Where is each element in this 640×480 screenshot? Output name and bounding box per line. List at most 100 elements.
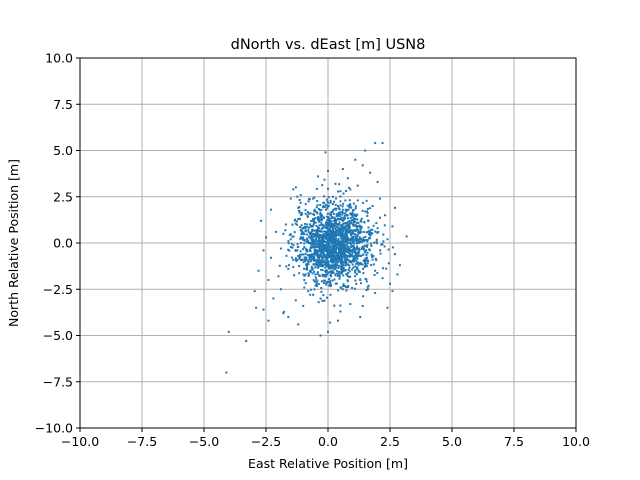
core-point-1577 — [341, 265, 344, 268]
core-point-812 — [337, 248, 340, 251]
core-point-1499 — [306, 239, 309, 242]
core-point-1693 — [348, 249, 351, 252]
core-point-1338 — [323, 263, 326, 266]
core-point-1249 — [329, 285, 332, 288]
core-point-1294 — [355, 282, 358, 285]
core-point-1166 — [351, 219, 354, 222]
data-point-0-53 — [277, 275, 280, 278]
core-point-1382 — [321, 223, 324, 226]
core-point-563 — [343, 245, 346, 248]
core-point-901 — [310, 243, 313, 246]
core-point-1626 — [334, 251, 336, 254]
core-point-619 — [353, 260, 356, 263]
core-point-167 — [356, 266, 359, 269]
data-point-0-42 — [376, 227, 379, 230]
core-point-1207 — [348, 247, 351, 250]
data-point-0-114 — [339, 310, 342, 313]
core-point-1494 — [317, 250, 320, 253]
data-point-0-100 — [287, 316, 290, 318]
core-point-1151 — [302, 238, 305, 241]
core-point-1407 — [354, 205, 357, 208]
core-point-991 — [335, 233, 338, 236]
core-point-1466 — [348, 264, 351, 267]
core-point-214 — [316, 280, 319, 283]
core-point-495 — [346, 275, 349, 278]
core-point-1262 — [362, 247, 365, 250]
core-point-390 — [312, 213, 315, 216]
core-point-1659 — [319, 244, 322, 247]
core-point-1353 — [329, 201, 332, 204]
core-point-687 — [322, 245, 325, 248]
core-point-958 — [341, 213, 344, 216]
core-point-364 — [356, 247, 359, 250]
core-point-1093 — [304, 247, 307, 250]
core-point-1038 — [366, 240, 369, 243]
data-point-0-102 — [359, 316, 362, 318]
core-point-1555 — [326, 253, 329, 256]
core-point-712 — [287, 264, 290, 267]
data-point-0-104 — [257, 269, 260, 272]
core-point-929 — [340, 258, 343, 261]
core-point-1324 — [334, 263, 337, 266]
core-point-1298 — [342, 243, 345, 246]
core-point-1579 — [305, 258, 308, 261]
dense-core-0 — [253, 178, 408, 324]
core-point-1416 — [315, 206, 318, 209]
core-point-661 — [329, 280, 332, 283]
core-point-664 — [382, 233, 385, 236]
core-point-1616 — [304, 223, 307, 226]
core-point-283 — [313, 255, 316, 258]
core-point-1217 — [311, 233, 314, 236]
core-point-1403 — [352, 246, 355, 249]
core-point-1224 — [371, 255, 374, 258]
core-point-1230 — [337, 226, 340, 229]
core-point-1145 — [301, 258, 304, 261]
core-point-1657 — [329, 246, 332, 249]
core-point-1063 — [300, 229, 303, 232]
core-point-1684 — [329, 267, 332, 270]
core-point-1607 — [318, 264, 321, 267]
core-point-965 — [322, 235, 325, 238]
core-point-858 — [306, 233, 309, 236]
core-point-841 — [304, 282, 307, 285]
core-point-930 — [316, 254, 319, 257]
core-point-1305 — [298, 211, 301, 214]
core-point-1334 — [323, 274, 326, 277]
core-point-464 — [309, 225, 312, 228]
x-tick-label-7: 7.5 — [504, 434, 524, 449]
core-point-1419 — [329, 199, 332, 202]
data-point-0-116 — [322, 264, 325, 267]
core-point-635 — [303, 279, 306, 282]
core-point-1530 — [311, 225, 314, 228]
core-point-919 — [356, 261, 359, 264]
data-point-0-20 — [304, 253, 307, 256]
core-point-53 — [365, 199, 368, 202]
core-point-794 — [327, 220, 330, 222]
core-point-465 — [321, 230, 324, 233]
core-point-469 — [335, 229, 338, 232]
core-point-996 — [341, 211, 344, 213]
core-point-542 — [373, 273, 376, 276]
core-point-843 — [324, 208, 327, 211]
core-point-859 — [342, 264, 345, 267]
data-point-0-70 — [319, 297, 322, 300]
core-point-1615 — [310, 238, 313, 241]
core-point-345 — [298, 198, 301, 201]
core-point-1157 — [321, 299, 324, 302]
core-point-82 — [351, 253, 354, 256]
data-point-0-68 — [265, 236, 267, 239]
core-point-1624 — [339, 250, 342, 253]
core-point-997 — [330, 210, 333, 213]
core-point-213 — [282, 310, 285, 313]
core-point-1287 — [302, 233, 304, 236]
core-point-234 — [309, 270, 312, 273]
core-point-802 — [348, 267, 351, 270]
core-point-887 — [299, 226, 302, 229]
core-point-434 — [335, 213, 338, 216]
core-point-1056 — [308, 255, 311, 258]
core-point-1611 — [349, 221, 352, 224]
core-point-1243 — [350, 229, 353, 232]
core-point-611 — [317, 226, 320, 229]
core-point-428 — [334, 282, 337, 285]
core-point-1179 — [318, 274, 321, 277]
